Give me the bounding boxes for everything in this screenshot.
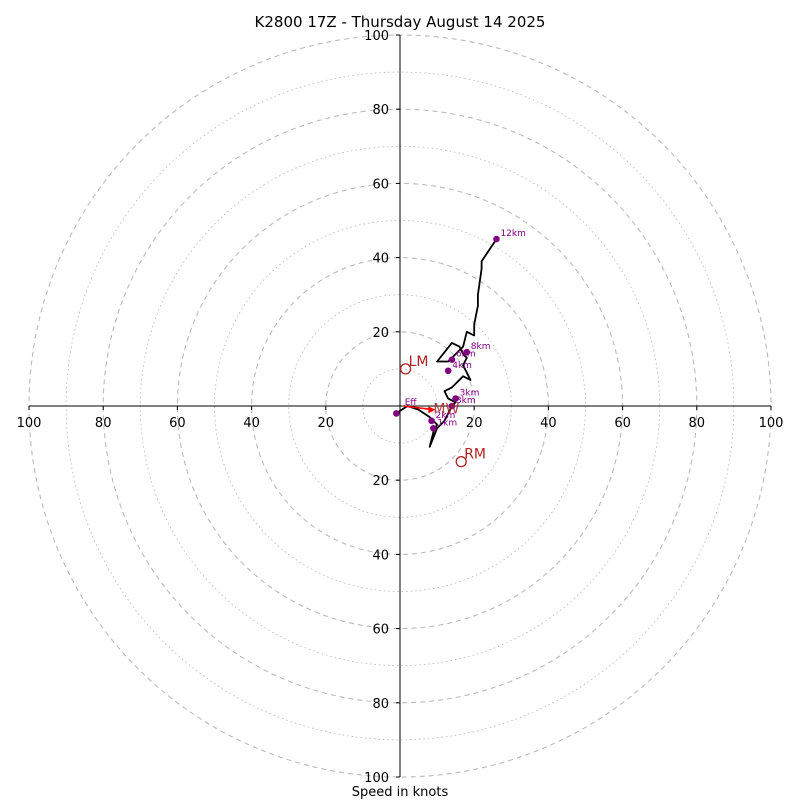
- storm-motion-label: RM: [464, 447, 486, 463]
- chart-title: K2800 17Z - Thursday August 14 2025: [255, 13, 546, 31]
- storm-motion-label: LM: [409, 354, 429, 370]
- height-marker-point: [448, 402, 456, 410]
- y-tick-label: 20: [372, 326, 389, 341]
- tick-labels: 100 80 60 40 20 20 40 60 80 100 100 80 60 40 20 20 40 60 8…: [17, 29, 784, 786]
- x-tick-label: 80: [95, 416, 112, 431]
- height-marker-point: [463, 348, 471, 356]
- effective-inflow-label: Eff: [405, 398, 418, 408]
- effective-shear-arrowhead: [428, 406, 436, 414]
- height-marker-point: [493, 235, 500, 243]
- y-tick-label: 40: [372, 252, 389, 267]
- height-marker-label: 3km: [460, 389, 480, 399]
- height-marker-label: 8km: [471, 342, 491, 352]
- x-axis-label: Speed in knots: [352, 785, 449, 800]
- y-tick-label: 40: [372, 548, 389, 563]
- hodograph-line: [395, 238, 498, 448]
- mean-wind-label: MW: [433, 402, 459, 418]
- height-marker-label: 4km: [452, 361, 472, 371]
- x-tick-label: 60: [169, 416, 186, 431]
- x-tick-label: 20: [466, 416, 483, 431]
- axes: [29, 35, 771, 777]
- height-marker-point: [448, 356, 456, 363]
- x-tick-label: 20: [318, 416, 335, 431]
- height-marker-label: 12km: [500, 229, 525, 239]
- height-marker-point: [452, 395, 459, 402]
- height-marker-point: [430, 424, 437, 432]
- y-tick-label: 20: [372, 474, 389, 489]
- x-tick-label: 80: [689, 416, 706, 431]
- x-tick-label: 100: [17, 416, 42, 431]
- storm-motion-marker: [455, 455, 467, 468]
- height-marker-point: [428, 417, 435, 425]
- height-marker-point: [392, 410, 400, 417]
- storm-motion-marker: [399, 363, 412, 375]
- height-marker-label: 2km: [436, 411, 456, 421]
- y-tick-label: 100: [364, 29, 389, 44]
- x-tick-label: 40: [243, 416, 260, 431]
- x-tick-label: 100: [759, 416, 784, 431]
- height-marker-point: [444, 367, 452, 375]
- hodograph-data: 1km2km3km3km4km6km8km12kmEffMWLMRM: [392, 229, 526, 468]
- y-tick-label: 100: [364, 771, 389, 786]
- y-tick-label: 60: [372, 623, 389, 638]
- y-tick-label: 80: [372, 103, 389, 118]
- y-tick-label: 60: [372, 177, 389, 192]
- x-tick-label: 60: [614, 416, 631, 431]
- height-marker-label: 1km: [437, 418, 457, 428]
- height-marker-label: 3km: [456, 396, 476, 406]
- y-tick-label: 80: [372, 697, 389, 712]
- x-tick-label: 40: [540, 416, 557, 431]
